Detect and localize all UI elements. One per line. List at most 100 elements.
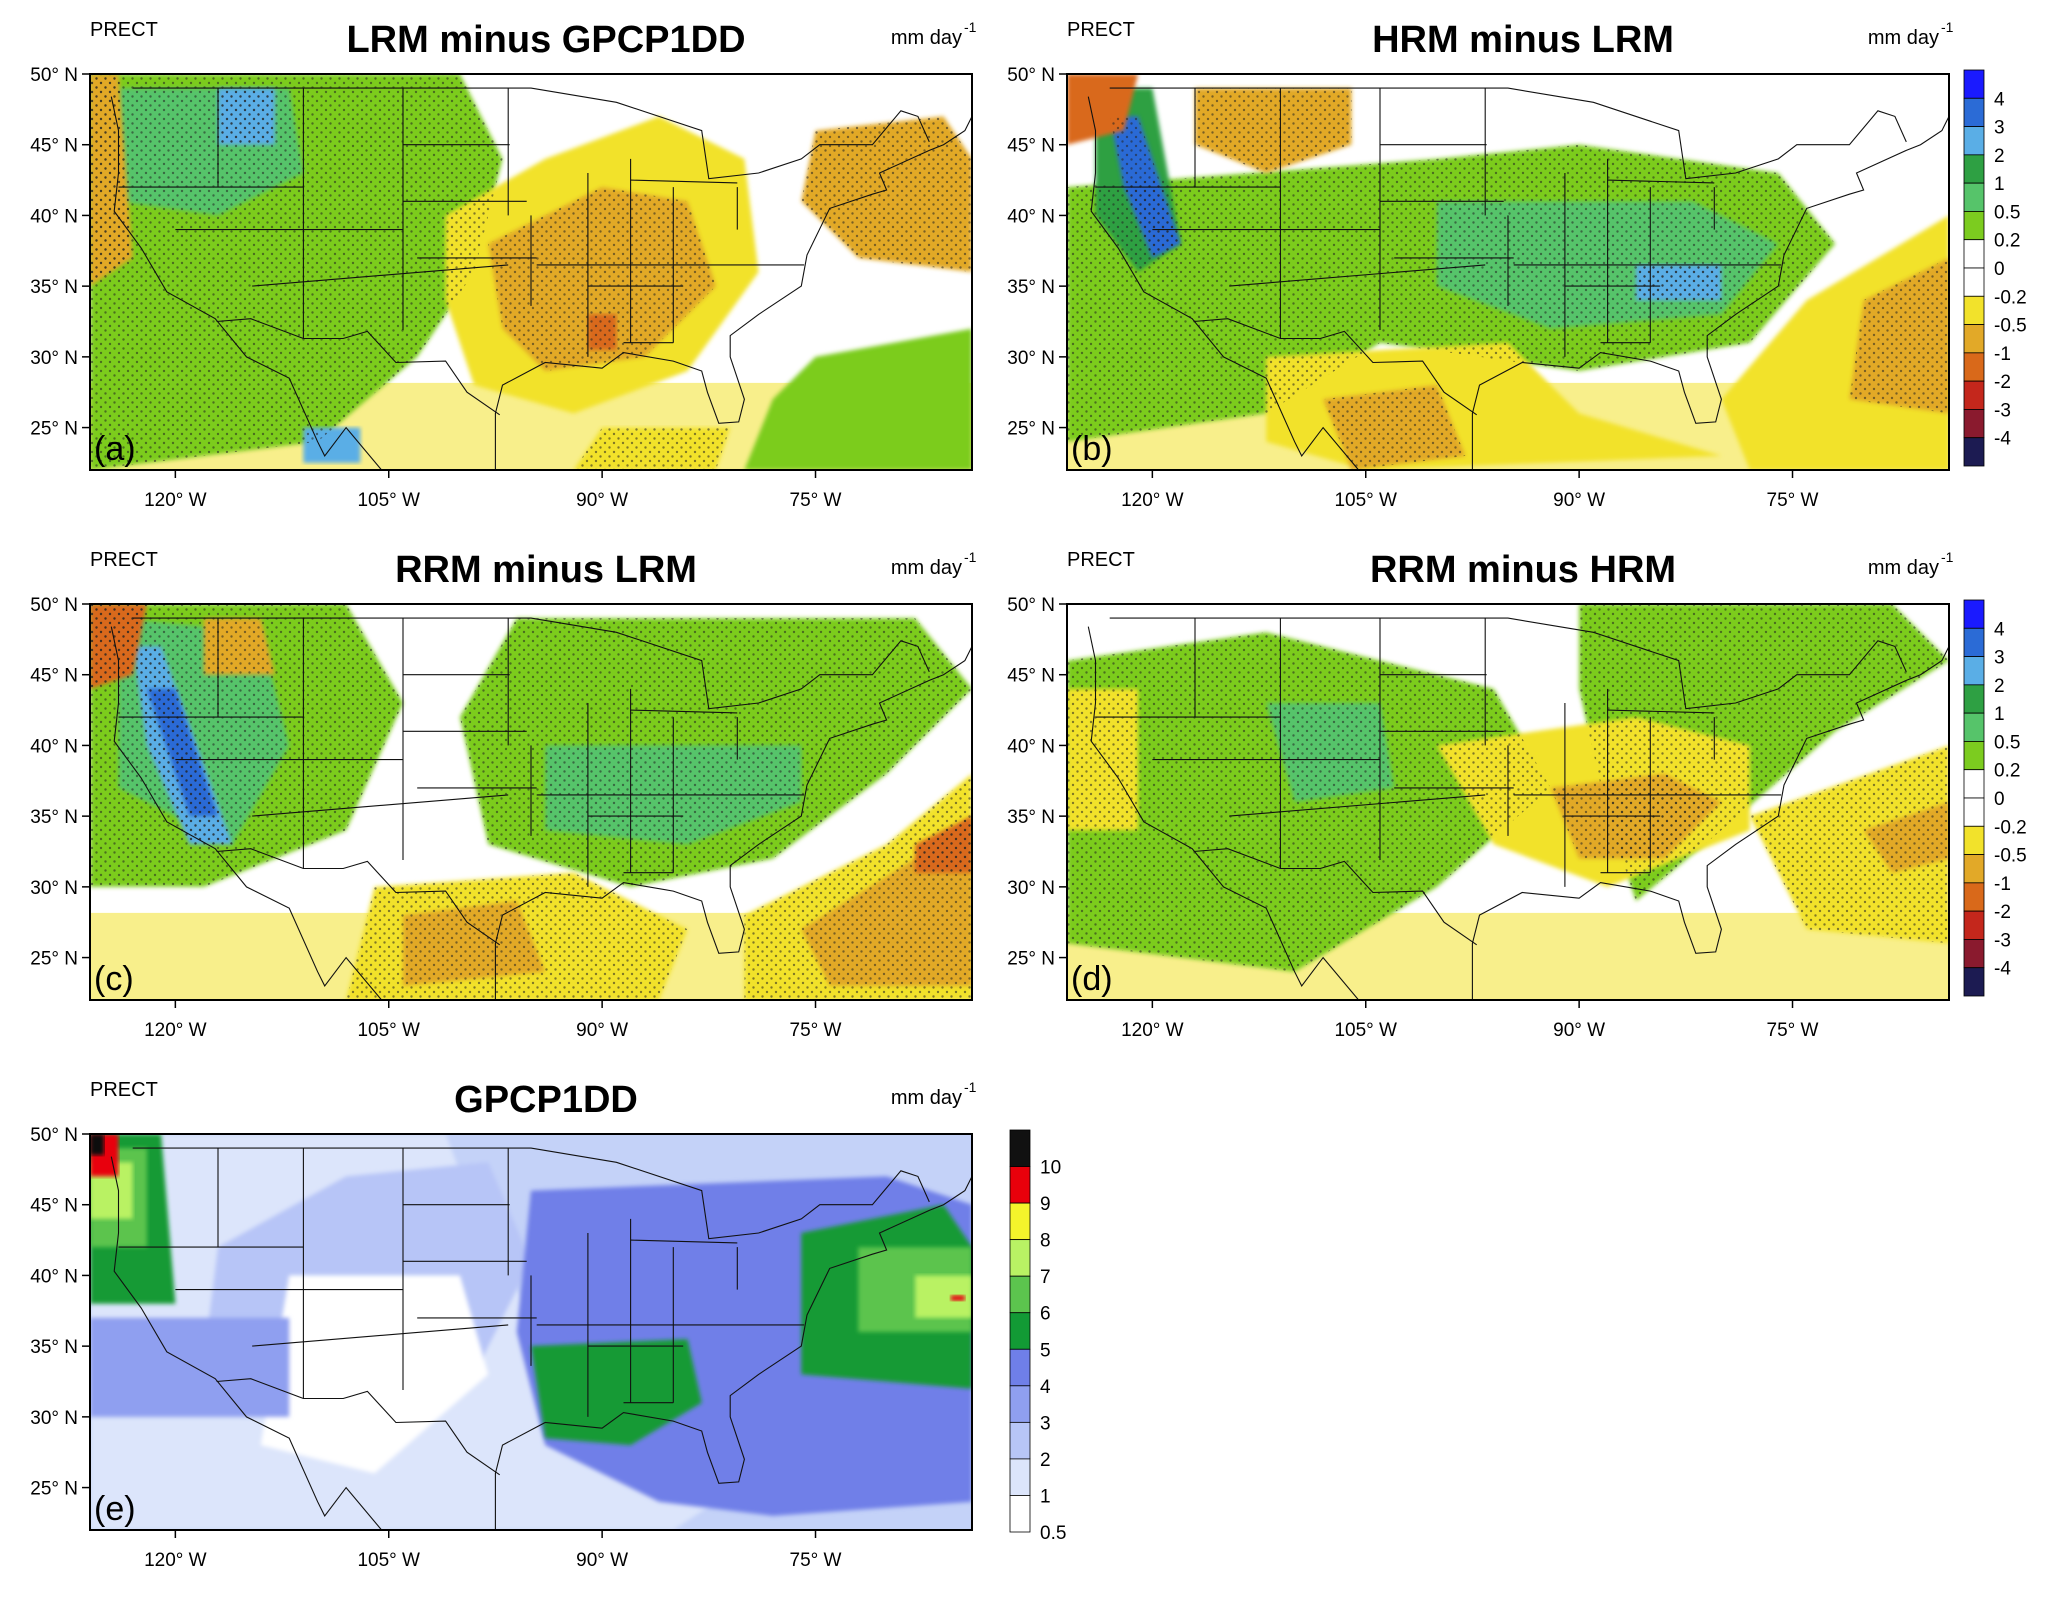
map-frame: [89, 603, 973, 1001]
lat-tick-label: 50° N: [30, 65, 78, 86]
lat-tick-label: 50° N: [1007, 65, 1055, 86]
colorbar-label: 0.2: [1994, 231, 2020, 252]
colorbar: 4 3 2 1 0.5 0.2 0 -0.2 -0.5 -1 -2 -3 -4: [1963, 599, 2027, 997]
colorbar-label: 0.5: [1040, 1523, 1066, 1544]
colorbar-swatch: [1963, 380, 1985, 410]
colorbar-label: 0.2: [1994, 761, 2020, 782]
panel-letter: (c): [94, 960, 134, 998]
lat-tick-label: 40° N: [30, 206, 78, 227]
colorbar-swatch: [1009, 1166, 1031, 1204]
colorbar-swatch: [1963, 352, 1985, 382]
lat-tick-label: 40° N: [1007, 206, 1055, 227]
colorbar-label: 7: [1040, 1267, 1051, 1288]
lat-tick-label: 45° N: [1007, 136, 1055, 157]
colorbar-swatch: [1963, 239, 1985, 269]
lat-tick-label: 30° N: [30, 878, 78, 899]
colorbar-label: 10: [1040, 1158, 1061, 1179]
colorbar-swatch: [1963, 182, 1985, 212]
lat-tick-label: 50° N: [30, 1125, 78, 1146]
lat-tick-label: 35° N: [30, 807, 78, 828]
lat-tick-label: 45° N: [1007, 666, 1055, 687]
lon-tick-label: 90° W: [1553, 1020, 1605, 1041]
colorbar-label: 9: [1040, 1194, 1051, 1215]
lon-tick-label: 75° W: [1767, 1020, 1819, 1041]
colorbar-swatch: [1009, 1421, 1031, 1460]
colorbar-label: -4: [1994, 429, 2011, 450]
lon-tick-label: 75° W: [1767, 490, 1819, 511]
lat-tick-label: 35° N: [1007, 277, 1055, 298]
colorbar-swatch: [1963, 967, 1985, 997]
lon-tick-label: 105° W: [357, 490, 420, 511]
panel-title: LRM minus GPCP1DD: [346, 19, 745, 61]
lat-tick-label: 25° N: [30, 419, 78, 440]
lat-tick-label: 30° N: [30, 348, 78, 369]
panel-letter: (d): [1071, 960, 1113, 998]
lon-tick-label: 105° W: [1334, 490, 1397, 511]
colorbar-swatch: [1009, 1312, 1031, 1350]
units-exponent: -1: [1941, 19, 1954, 35]
colorbar-label: 3: [1994, 118, 2005, 139]
colorbar-swatch: [1963, 295, 1985, 325]
lat-tick-label: 35° N: [30, 277, 78, 298]
map-frame: [89, 1133, 973, 1531]
panel-letter: (e): [94, 1490, 136, 1528]
lon-tick-label: 120° W: [144, 1020, 207, 1041]
map-panel-c: 50° N 45° N 40° N 35° N 30° N 25° N 120° W 105°…: [30, 549, 976, 1041]
boundaries: [110, 87, 972, 470]
units-label: mm day: [891, 1087, 962, 1109]
colorbar-swatch: [1963, 882, 1985, 912]
colorbar-swatch: [1963, 712, 1985, 742]
colorbar-label: -0.5: [1994, 316, 2027, 337]
units-exponent: -1: [964, 1079, 977, 1095]
colorbar-label: 4: [1040, 1377, 1051, 1398]
colorbar-swatch: [1963, 741, 1985, 771]
colorbar-label: 2: [1994, 676, 2005, 697]
units-exponent: -1: [964, 19, 977, 35]
lon-tick-label: 105° W: [357, 1550, 420, 1571]
colorbar-label: -1: [1994, 874, 2011, 895]
colorbar-label: -1: [1994, 344, 2011, 365]
lon-tick-label: 90° W: [576, 490, 628, 511]
map-panel-a: 50° N 45° N 40° N 35° N 30° N 25° N 120° W 105°…: [30, 19, 976, 511]
map-panel-b: 50° N 45° N 40° N 35° N 30° N 25° N 120° W 105°…: [1007, 19, 2026, 511]
variable-label: PRECT: [90, 19, 158, 41]
colorbar-swatch: [1963, 69, 1985, 99]
colorbar-label: -3: [1994, 930, 2011, 951]
lat-tick-label: 35° N: [30, 1337, 78, 1358]
units-label: mm day: [1868, 27, 1939, 49]
panel-title: RRM minus HRM: [1370, 549, 1676, 591]
lat-tick-label: 30° N: [1007, 348, 1055, 369]
units-label: mm day: [891, 27, 962, 49]
colorbar-swatch: [1963, 910, 1985, 940]
panel-title: HRM minus LRM: [1372, 19, 1674, 61]
colorbar-label: 2: [1040, 1450, 1051, 1471]
lat-tick-label: 45° N: [30, 136, 78, 157]
colorbar-swatch: [1963, 627, 1985, 657]
colorbar-label: -3: [1994, 400, 2011, 421]
panels-root: 50° N 45° N 40° N 35° N 30° N 25° N 120° W 105°…: [30, 19, 2026, 1571]
colorbar-label: 0.5: [1994, 202, 2020, 223]
lon-tick-label: 105° W: [1334, 1020, 1397, 1041]
colorbar-label: 3: [1994, 648, 2005, 669]
boundaries: [110, 617, 972, 1000]
lon-tick-label: 90° W: [1553, 490, 1605, 511]
colorbar-swatch: [1963, 825, 1985, 855]
lat-tick-label: 40° N: [30, 736, 78, 757]
variable-label: PRECT: [1067, 549, 1135, 571]
lon-tick-label: 75° W: [790, 1020, 842, 1041]
colorbar-label: 3: [1040, 1413, 1051, 1434]
units-label: mm day: [891, 557, 962, 579]
lat-tick-label: 40° N: [1007, 736, 1055, 757]
colorbar-label: -2: [1994, 902, 2011, 923]
boundaries: [1087, 87, 1949, 470]
colorbar-label: 6: [1040, 1304, 1051, 1325]
colorbar-swatch: [1963, 126, 1985, 156]
lon-tick-label: 75° W: [790, 1550, 842, 1571]
colorbar-swatch: [1963, 154, 1985, 184]
lat-tick-label: 45° N: [30, 1196, 78, 1217]
colorbar-label: 2: [1994, 146, 2005, 167]
lat-tick-label: 25° N: [30, 1479, 78, 1500]
colorbar-swatch: [1009, 1275, 1031, 1314]
colorbar-swatch: [1963, 211, 1985, 241]
